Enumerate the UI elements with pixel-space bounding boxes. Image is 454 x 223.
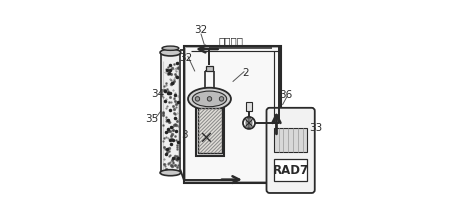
Text: 33: 33 <box>309 123 323 133</box>
Bar <box>246 102 252 111</box>
Text: 32: 32 <box>179 53 192 63</box>
Text: 32: 32 <box>194 25 207 35</box>
Bar <box>161 53 180 173</box>
Text: 气流方向: 气流方向 <box>218 36 243 46</box>
Circle shape <box>207 97 212 101</box>
Bar <box>274 128 307 152</box>
Bar <box>207 66 212 70</box>
Text: 3: 3 <box>181 130 188 140</box>
Ellipse shape <box>160 49 181 56</box>
Text: 2: 2 <box>242 68 249 78</box>
Circle shape <box>219 97 224 101</box>
Bar <box>185 47 279 181</box>
Bar <box>274 159 307 181</box>
FancyBboxPatch shape <box>266 108 315 193</box>
Ellipse shape <box>160 170 181 176</box>
Text: RAD7: RAD7 <box>272 164 309 177</box>
Circle shape <box>195 97 200 101</box>
Polygon shape <box>249 118 252 128</box>
Bar <box>196 104 224 156</box>
Circle shape <box>243 117 255 129</box>
Bar <box>184 46 281 183</box>
Text: 34: 34 <box>151 89 165 99</box>
Ellipse shape <box>188 88 231 110</box>
Ellipse shape <box>162 46 179 50</box>
Text: 35: 35 <box>145 114 158 124</box>
Ellipse shape <box>192 91 227 107</box>
Polygon shape <box>246 118 249 128</box>
Text: 36: 36 <box>279 91 292 100</box>
Bar <box>198 108 222 153</box>
